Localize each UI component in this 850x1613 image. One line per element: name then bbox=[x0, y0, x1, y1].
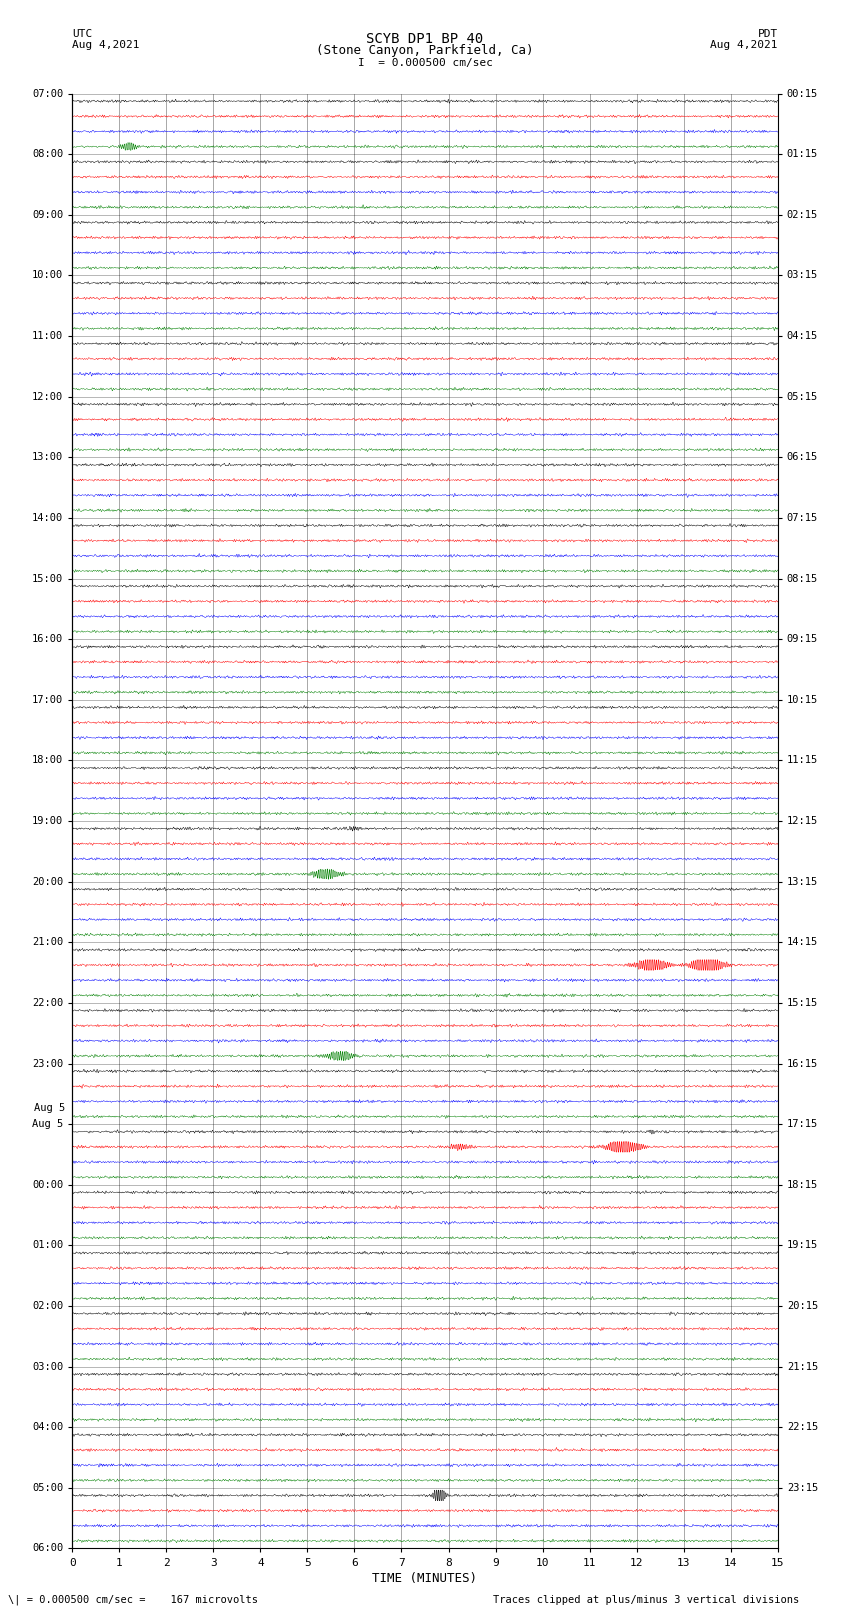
Text: Aug 4,2021: Aug 4,2021 bbox=[711, 40, 778, 50]
Text: Aug 5: Aug 5 bbox=[34, 1103, 65, 1113]
Text: \| = 0.000500 cm/sec =    167 microvolts: \| = 0.000500 cm/sec = 167 microvolts bbox=[8, 1594, 258, 1605]
Text: SCYB DP1 BP 40: SCYB DP1 BP 40 bbox=[366, 32, 484, 47]
Text: Traces clipped at plus/minus 3 vertical divisions: Traces clipped at plus/minus 3 vertical … bbox=[493, 1595, 799, 1605]
Text: PDT: PDT bbox=[757, 29, 778, 39]
Text: I  = 0.000500 cm/sec: I = 0.000500 cm/sec bbox=[358, 58, 492, 68]
Text: Aug 4,2021: Aug 4,2021 bbox=[72, 40, 139, 50]
X-axis label: TIME (MINUTES): TIME (MINUTES) bbox=[372, 1571, 478, 1584]
Text: (Stone Canyon, Parkfield, Ca): (Stone Canyon, Parkfield, Ca) bbox=[316, 44, 534, 56]
Text: UTC: UTC bbox=[72, 29, 93, 39]
